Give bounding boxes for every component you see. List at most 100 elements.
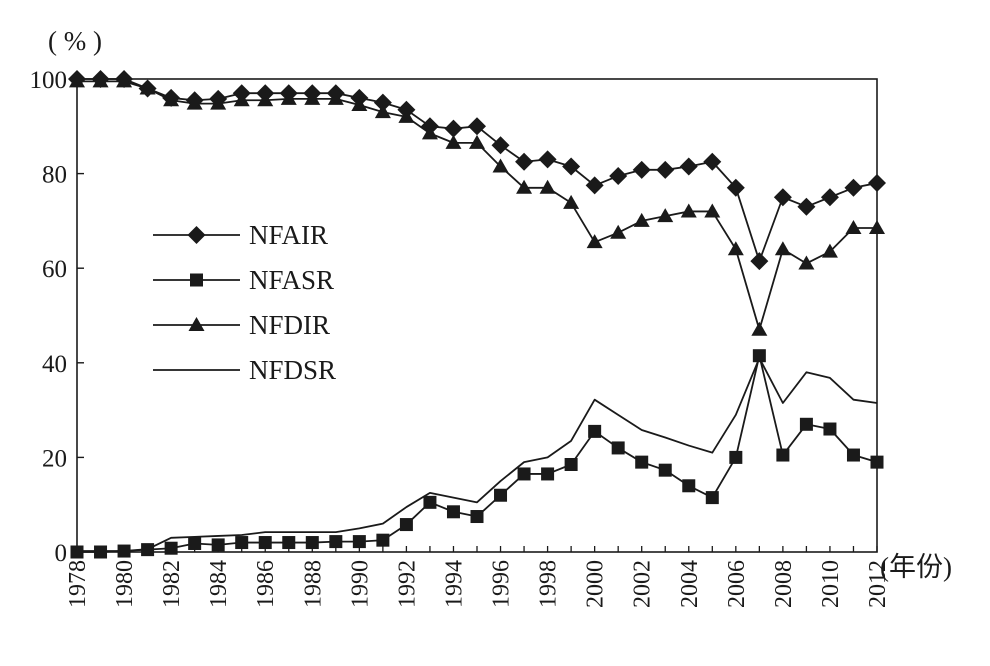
nfasr-point xyxy=(164,541,178,555)
nfdir-point xyxy=(469,134,485,149)
nfair-point xyxy=(750,252,769,271)
x-tick-label: 1994 xyxy=(441,560,467,608)
nfair-point xyxy=(585,176,604,195)
nfdir-point xyxy=(421,125,438,140)
legend-marker xyxy=(190,273,203,287)
nfair-point xyxy=(703,152,722,171)
nfdir-point xyxy=(751,321,768,336)
nfdir-point xyxy=(539,179,556,194)
nfdir-point xyxy=(445,134,462,149)
nfdir-point xyxy=(586,234,603,249)
nfdir-point xyxy=(351,97,368,112)
series-layer xyxy=(68,70,886,559)
x-tick-label: 1984 xyxy=(206,560,232,608)
y-tick-label: 20 xyxy=(42,445,67,472)
nfair-point xyxy=(844,178,863,197)
nfasr-point xyxy=(258,536,272,550)
nfasr-point xyxy=(70,545,84,559)
nfdir-point xyxy=(280,90,297,105)
nfdir-point xyxy=(492,158,509,173)
nfasr-point xyxy=(517,467,531,481)
nfdir-point xyxy=(92,73,109,88)
nfdir-point xyxy=(398,108,415,123)
legend: NFAIR NFASR NFDIR NFDSR xyxy=(153,220,336,385)
nfasr-point xyxy=(776,448,790,462)
nfdir-point xyxy=(821,243,838,258)
nfdir-point xyxy=(257,92,274,107)
nfdir-point xyxy=(516,179,533,194)
nfdir-point xyxy=(563,194,580,209)
legend-label: NFDSR xyxy=(249,355,336,385)
nfasr-point xyxy=(729,450,743,464)
nfair-point xyxy=(373,93,392,112)
nfasr-point xyxy=(541,467,555,481)
legend-label: NFAIR xyxy=(249,220,328,250)
nfdir-point xyxy=(798,255,815,270)
nfdir-point xyxy=(163,92,180,107)
legend-label: NFDIR xyxy=(249,310,330,340)
nfasr-point xyxy=(799,417,813,431)
nfdir-point xyxy=(704,203,721,218)
nfair-point xyxy=(797,197,816,216)
nfdsr-line xyxy=(77,357,878,552)
x-tick-label: 1988 xyxy=(300,560,326,608)
x-tick-label: 1980 xyxy=(112,560,138,608)
nfdir-point xyxy=(327,90,344,105)
x-tick-label: 1990 xyxy=(347,560,373,608)
legend-item-nfasr: NFASR xyxy=(153,265,334,295)
series-nfdsr xyxy=(77,357,878,552)
nfair-point xyxy=(726,178,745,197)
legend-marker xyxy=(187,226,206,244)
nfdir-point xyxy=(610,224,627,239)
plot-frame xyxy=(76,78,878,553)
y-tick-label: 100 xyxy=(30,67,68,94)
y-unit-label: ( % ) xyxy=(48,26,102,56)
nfasr-point xyxy=(188,536,202,550)
y-tick-label: 60 xyxy=(42,256,67,283)
nfasr-point xyxy=(446,505,460,519)
nfair-point xyxy=(515,152,534,171)
nfasr-point xyxy=(564,457,578,471)
x-tick-label: 2008 xyxy=(771,560,797,608)
nfair-point xyxy=(773,188,792,207)
nfair-point xyxy=(468,117,486,136)
nfasr-point xyxy=(611,441,625,455)
nfdir-point xyxy=(233,92,250,107)
x-tick-label: 1986 xyxy=(253,560,279,608)
nfair-point xyxy=(656,160,675,179)
nfair-point xyxy=(632,160,651,179)
legend-label: NFASR xyxy=(249,265,334,295)
nfdir-point xyxy=(727,241,744,256)
nfair-point xyxy=(679,157,698,176)
nfasr-point xyxy=(305,536,319,550)
nfair-point xyxy=(820,188,839,207)
legend-item-nfdsr: NFDSR xyxy=(153,355,336,385)
nfasr-point xyxy=(682,479,696,493)
nfdir-point xyxy=(774,241,791,256)
y-tick-label: 0 xyxy=(55,540,68,567)
nfasr-point xyxy=(846,448,860,462)
nfasr-point xyxy=(329,535,343,549)
x-tick-label: 2002 xyxy=(630,560,656,608)
nfasr-point xyxy=(423,495,437,509)
legend-item-nfdir: NFDIR xyxy=(153,310,330,340)
x-tick-label: 2006 xyxy=(724,560,750,608)
nfasr-point xyxy=(635,455,649,469)
x-tick-label: 2012 xyxy=(865,560,891,608)
x-tick-label: 2010 xyxy=(818,560,844,608)
nfair-point xyxy=(868,174,886,193)
nfdir-point xyxy=(374,104,391,119)
nfasr-point xyxy=(376,533,390,547)
x-tick-label: 1982 xyxy=(159,560,185,608)
nfasr-point xyxy=(870,455,884,469)
series-nfasr xyxy=(70,349,884,559)
nfdir-point xyxy=(845,219,862,234)
nfdir-point xyxy=(139,80,156,95)
nfair-point xyxy=(491,136,510,155)
nfasr-point xyxy=(399,518,413,532)
nfasr-point xyxy=(823,422,837,436)
x-unit-label: (年份) xyxy=(880,552,952,582)
series-nfdir xyxy=(69,73,885,336)
